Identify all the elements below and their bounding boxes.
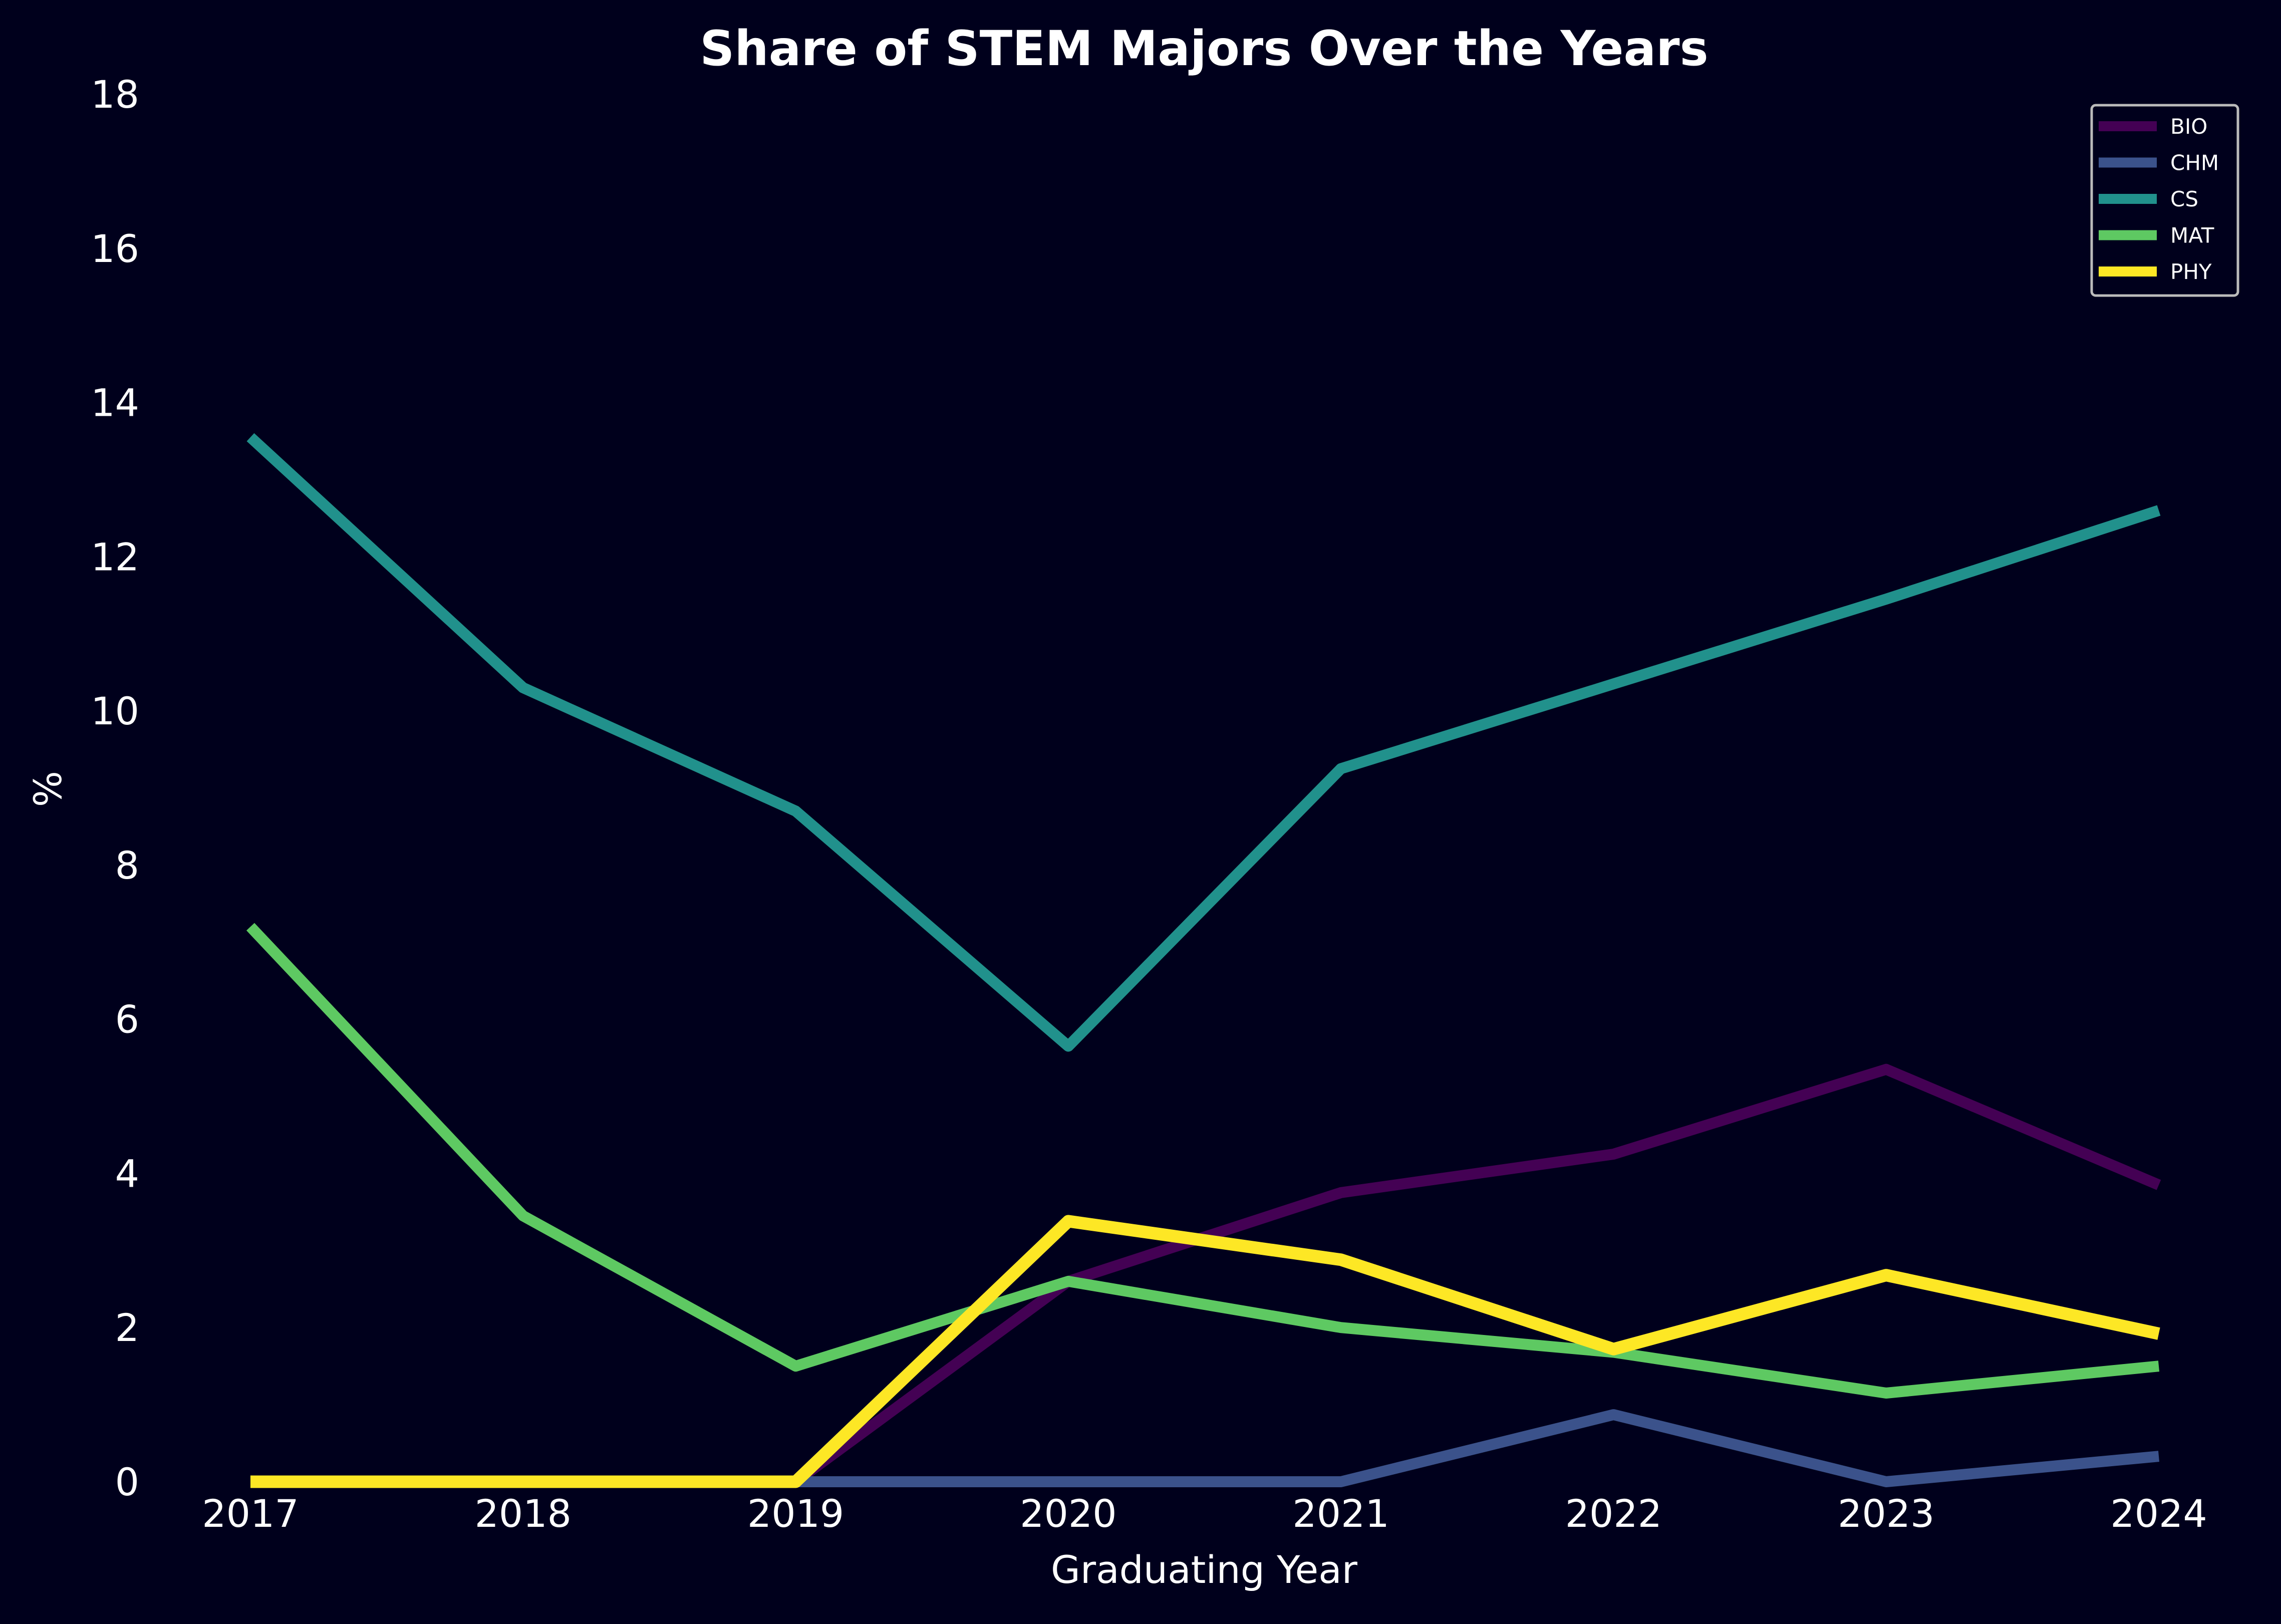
chart-title: Share of STEM Majors Over the Years bbox=[700, 21, 1708, 77]
x-tick-label: 2020 bbox=[1020, 1491, 1116, 1536]
y-tick-label: 8 bbox=[115, 843, 139, 888]
y-tick-label: 12 bbox=[91, 534, 139, 579]
x-tick-label: 2023 bbox=[1838, 1491, 1934, 1536]
series-line-cs bbox=[246, 433, 2161, 1052]
y-tick-label: 4 bbox=[115, 1151, 139, 1196]
series-line-phy bbox=[250, 1215, 2160, 1488]
legend-label-chm: CHM bbox=[2170, 151, 2219, 175]
x-tick-label: 2019 bbox=[747, 1491, 844, 1536]
x-tick-label: 2018 bbox=[475, 1491, 572, 1536]
legend-label-cs: CS bbox=[2170, 187, 2198, 211]
y-axis-ticks: 0 2 4 6 8 10 12 14 16 18 bbox=[91, 72, 139, 1504]
legend-frame bbox=[2090, 104, 2239, 297]
series-line-mat bbox=[246, 923, 2160, 1399]
x-tick-label: 2017 bbox=[202, 1491, 299, 1536]
series-lines bbox=[246, 433, 2161, 1488]
y-tick-label: 16 bbox=[91, 226, 139, 271]
legend-label-mat: MAT bbox=[2170, 223, 2214, 248]
legend-label-bio: BIO bbox=[2170, 114, 2207, 139]
legend: BIO CHM CS MAT PHY bbox=[2090, 104, 2239, 297]
y-tick-label: 18 bbox=[91, 72, 139, 117]
y-tick-label: 0 bbox=[115, 1460, 139, 1504]
y-axis-label: % bbox=[26, 771, 70, 807]
x-axis-ticks: 2017 2018 2019 2020 2021 2022 2023 2024 bbox=[202, 1491, 2207, 1536]
y-tick-label: 6 bbox=[115, 997, 139, 1042]
y-tick-label: 2 bbox=[115, 1305, 139, 1350]
y-tick-label: 10 bbox=[91, 689, 139, 733]
x-tick-label: 2024 bbox=[2110, 1491, 2207, 1536]
x-tick-label: 2021 bbox=[1292, 1491, 1389, 1536]
x-tick-label: 2022 bbox=[1565, 1491, 1662, 1536]
legend-label-phy: PHY bbox=[2170, 259, 2212, 284]
x-axis-label: Graduating Year bbox=[1051, 1547, 1358, 1592]
y-tick-label: 14 bbox=[91, 381, 139, 425]
